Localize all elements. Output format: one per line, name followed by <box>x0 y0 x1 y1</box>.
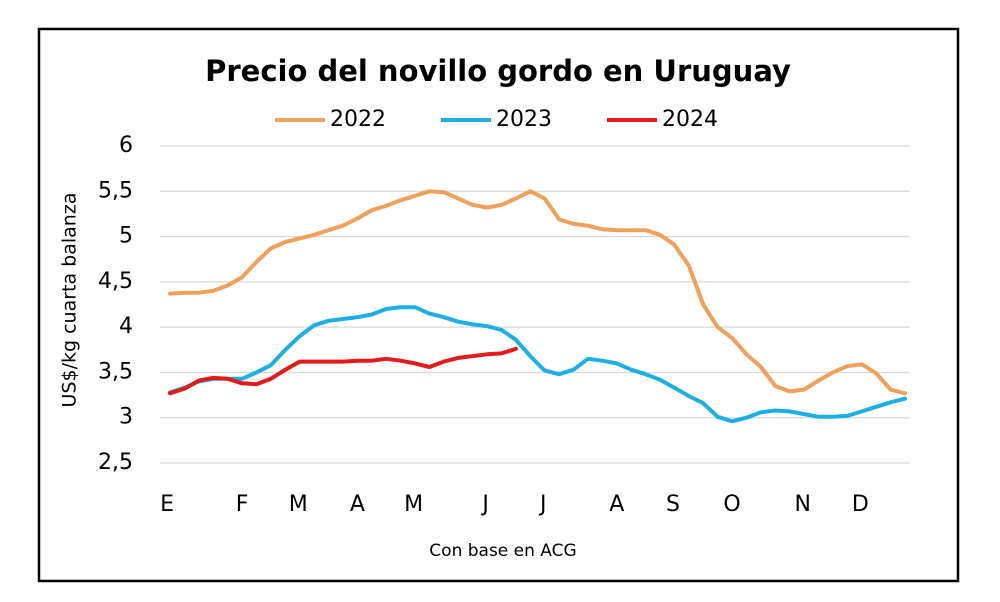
legend-label: 2022 <box>330 107 386 132</box>
x-tick-label: S <box>666 492 680 517</box>
x-tick-label: J <box>538 492 547 517</box>
y-tick-label: 4,5 <box>98 269 133 294</box>
y-tick-label: 5,5 <box>98 178 133 203</box>
x-tick-label: F <box>236 492 249 517</box>
y-tick-label: 5 <box>119 224 133 249</box>
y-tick-label: 3,5 <box>98 359 133 384</box>
y-tick-label: 6 <box>119 133 133 158</box>
x-tick-label: N <box>794 492 810 517</box>
legend-label: 2024 <box>662 107 718 132</box>
x-tick-label: E <box>160 492 174 517</box>
x-tick-label: A <box>609 492 624 517</box>
y-tick-label: 3 <box>119 405 133 430</box>
x-tick-label: D <box>852 492 869 517</box>
x-tick-label: M <box>289 492 308 517</box>
chart-title: Precio del novillo gordo en Uruguay <box>205 54 791 88</box>
x-tick-label: M <box>404 492 423 517</box>
y-tick-label: 2,5 <box>98 450 133 475</box>
y-axis-label: US$/kg cuarta balanza <box>59 193 81 408</box>
series-line <box>168 305 907 424</box>
chart-border <box>37 27 960 583</box>
series-line <box>168 189 907 396</box>
x-tick-label: A <box>350 492 365 517</box>
x-tick-label: J <box>480 492 489 517</box>
series-line <box>168 346 518 396</box>
y-tick-label: 4 <box>119 314 133 339</box>
x-axis-label: Con base en ACG <box>429 541 576 561</box>
legend-label: 2023 <box>496 107 552 132</box>
x-tick-label: O <box>723 492 740 517</box>
